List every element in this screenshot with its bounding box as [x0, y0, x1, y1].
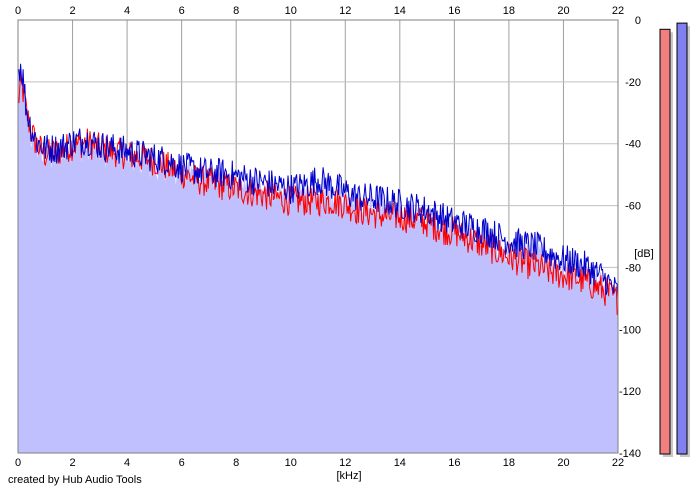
series-left-line: [17, 71, 619, 316]
x-tick-label-top: 4: [124, 5, 130, 17]
x-tick-label-top: 20: [557, 5, 569, 17]
plot-frame: [17, 19, 619, 454]
y-tick-label: -80: [625, 262, 641, 274]
x-tick-label-bottom: 6: [179, 457, 185, 469]
x-ticks-top: 0 2 4 6 8 10 12 14 16 18 20 22: [15, 5, 624, 17]
x-tick-label-top: 6: [179, 5, 185, 17]
x-tick-label-top: 10: [285, 5, 297, 17]
level-meters: [659, 22, 690, 458]
y-tick-label: -60: [625, 201, 641, 213]
y-ticks: 0 -20 -40 -60 -80 -100 -120 -140: [619, 15, 641, 460]
x-tick-label-bottom: 12: [339, 457, 351, 469]
x-tick-label-top: 12: [339, 5, 351, 17]
x-tick-label-bottom: 14: [394, 457, 406, 469]
x-tick-label-bottom: 2: [69, 457, 75, 469]
x-tick-label-top: 14: [394, 5, 406, 17]
x-axis-label: [kHz]: [336, 470, 361, 482]
series-right-line: [17, 63, 619, 300]
x-tick-label-bottom: 0: [15, 457, 21, 469]
x-tick-label-top: 2: [69, 5, 75, 17]
x-tick-label-top: 8: [233, 5, 239, 17]
y-tick-label: -120: [619, 386, 641, 398]
y-tick-label: -40: [625, 139, 641, 151]
x-tick-label-bottom: 18: [503, 457, 515, 469]
x-ticks-bottom: 0 2 4 6 8 10 12 14 16 18 20 22: [15, 457, 624, 469]
x-tick-label-bottom: 4: [124, 457, 130, 469]
x-tick-label-top: 22: [612, 5, 624, 17]
x-tick-label-bottom: 10: [285, 457, 297, 469]
series-layer: [17, 63, 619, 316]
x-tick-label-top: 18: [503, 5, 515, 17]
meter-right-bar: [676, 22, 688, 455]
x-tick-label-top: 16: [448, 5, 460, 17]
x-tick-label-top: 0: [15, 5, 21, 17]
x-tick-label-bottom: 16: [448, 457, 460, 469]
y-tick-label: -100: [619, 324, 641, 336]
y-axis-label: [dB]: [634, 248, 654, 260]
x-tick-label-bottom: 22: [612, 457, 624, 469]
x-tick-label-bottom: 8: [233, 457, 239, 469]
y-tick-label: -20: [625, 77, 641, 89]
credit-text: created by Hub Audio Tools: [8, 474, 142, 486]
x-tick-label-bottom: 20: [557, 457, 569, 469]
meter-left-bar: [659, 28, 671, 455]
y-tick-label: -140: [619, 448, 641, 460]
y-tick-label: 0: [635, 15, 641, 27]
